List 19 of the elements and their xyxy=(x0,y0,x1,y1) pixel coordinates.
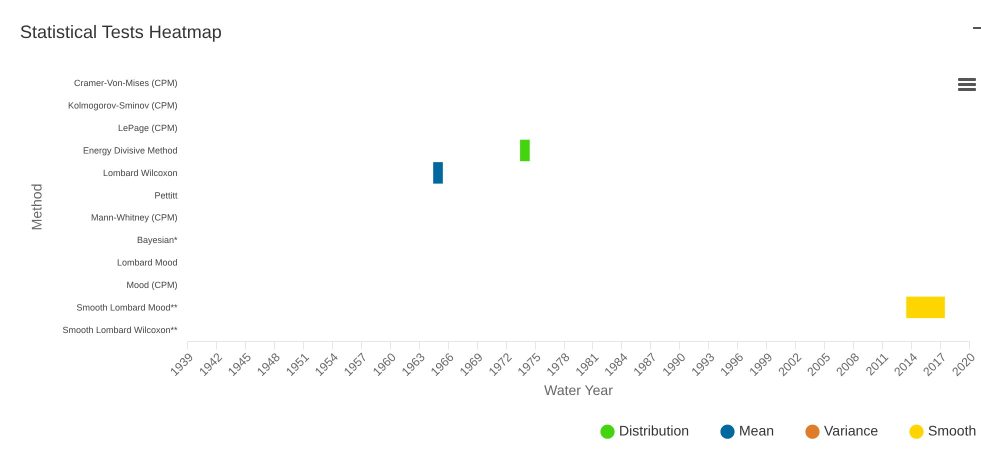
chart-title: Statistical Tests Heatmap xyxy=(20,22,222,42)
y-axis-title: Method xyxy=(28,184,44,230)
y-tick-label: Mood (CPM) xyxy=(126,280,178,290)
y-tick-label: Mann-Whitney (CPM) xyxy=(90,212,178,223)
y-tick-label: Smooth Lombard Wilcoxon** xyxy=(62,324,178,335)
legend-label: Variance xyxy=(824,422,878,439)
y-tick-label: Energy Divisive Method xyxy=(82,145,178,156)
y-tick-label: Lombard Wilcoxon xyxy=(102,168,178,178)
y-tick-label: Bayesian* xyxy=(136,235,178,246)
y-tick-label: Cramer-Von-Mises (CPM) xyxy=(74,78,178,88)
legend-label: Smooth xyxy=(928,422,976,439)
y-tick-label: LePage (CPM) xyxy=(118,123,178,134)
y-tick-label: Pettitt xyxy=(154,190,178,200)
y-tick-label: Smooth Lombard Mood** xyxy=(76,302,178,312)
legend-label: Distribution xyxy=(619,422,690,439)
y-tick-label: Lombard Mood xyxy=(116,258,178,268)
legend-label: Mean xyxy=(739,422,774,439)
x-axis-title: Water Year xyxy=(544,382,614,398)
y-tick-label: Kolmogorov-Sminov (CPM) xyxy=(68,100,178,111)
